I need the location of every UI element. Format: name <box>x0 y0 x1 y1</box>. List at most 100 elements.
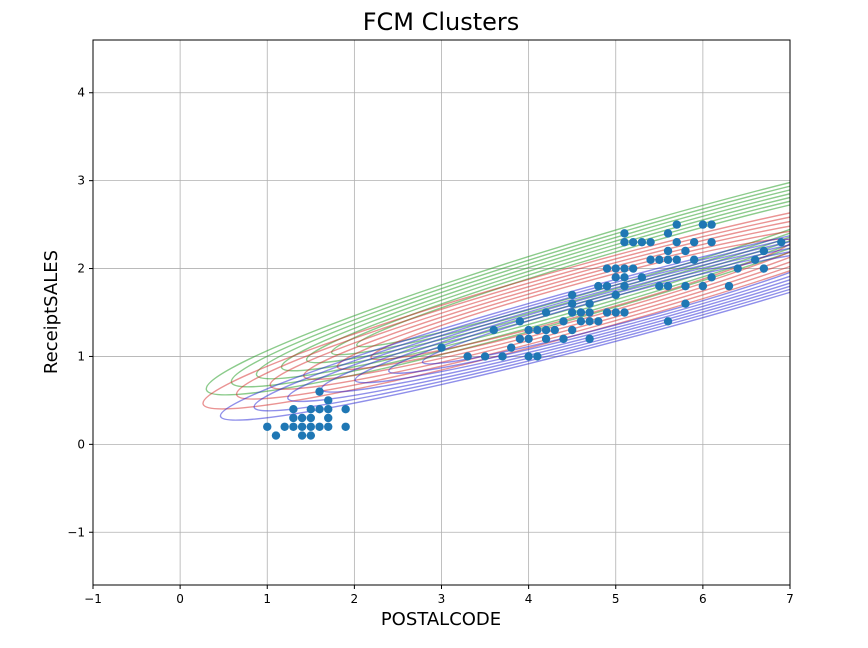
x-tick-label: 0 <box>176 592 184 606</box>
data-point <box>611 264 620 273</box>
data-point <box>663 255 673 264</box>
data-point <box>663 317 673 326</box>
cluster-contour <box>305 173 790 364</box>
data-point <box>515 317 525 326</box>
data-point <box>489 325 498 335</box>
data-point <box>646 237 655 247</box>
x-axis-label: POSTALCODE <box>381 609 501 630</box>
data-point <box>646 255 655 264</box>
data-point <box>533 325 542 335</box>
y-axis-label: ReceiptSALES <box>41 250 62 374</box>
data-point <box>681 246 690 256</box>
data-point <box>576 317 586 326</box>
data-point <box>689 255 699 264</box>
data-point <box>585 299 594 308</box>
data-point <box>620 229 629 238</box>
data-point <box>602 281 612 291</box>
data-point <box>663 229 673 238</box>
data-point <box>306 413 316 423</box>
data-point <box>620 281 629 291</box>
data-point <box>271 431 281 440</box>
data-point <box>541 325 551 335</box>
data-point <box>524 352 533 361</box>
data-point <box>698 220 708 229</box>
data-point <box>733 264 742 273</box>
x-tick-label: 4 <box>525 592 533 606</box>
data-point <box>524 334 533 344</box>
data-point <box>498 352 507 361</box>
data-points <box>263 220 786 440</box>
data-point <box>663 246 673 256</box>
data-point <box>637 237 647 247</box>
data-point <box>602 264 612 273</box>
data-point <box>663 281 673 291</box>
data-point <box>707 237 716 247</box>
data-point <box>341 422 350 431</box>
data-point <box>707 273 716 282</box>
data-point <box>324 413 333 423</box>
data-point <box>759 246 769 256</box>
data-point <box>324 396 333 405</box>
cluster-contour <box>388 242 790 374</box>
data-point <box>297 422 307 431</box>
y-tick-label: 3 <box>77 174 85 188</box>
data-point <box>689 237 699 247</box>
data-point <box>297 413 307 423</box>
data-point <box>567 325 577 335</box>
data-point <box>620 264 629 273</box>
data-point <box>724 281 734 291</box>
data-point <box>341 404 350 414</box>
data-point <box>289 404 298 414</box>
x-tick-label: 1 <box>263 592 271 606</box>
data-point <box>585 308 594 317</box>
cluster-contour <box>205 141 790 396</box>
data-point <box>280 422 289 431</box>
data-point <box>620 273 629 282</box>
x-tick-label: −1 <box>84 592 102 606</box>
data-point <box>507 343 516 352</box>
data-point <box>602 308 612 317</box>
y-tick-label: 4 <box>77 86 85 100</box>
data-point <box>315 422 324 431</box>
data-point <box>306 404 316 414</box>
data-point <box>594 317 603 326</box>
cluster-contour <box>354 232 790 384</box>
data-point <box>681 281 690 291</box>
cluster-contour <box>235 198 790 400</box>
data-point <box>611 308 620 317</box>
data-point <box>263 422 272 431</box>
data-point <box>567 290 577 300</box>
data-point <box>297 431 307 440</box>
data-point <box>655 281 664 291</box>
data-point <box>620 308 629 317</box>
y-tick-label: 0 <box>77 437 85 451</box>
chart-title: FCM Clusters <box>363 8 520 36</box>
y-tick-label: 1 <box>77 349 85 363</box>
data-point <box>707 220 716 229</box>
data-point <box>567 299 577 308</box>
data-point <box>463 352 472 361</box>
data-point <box>637 273 647 282</box>
data-point <box>759 264 769 273</box>
data-point <box>681 299 690 308</box>
data-point <box>611 290 620 300</box>
cluster-contour <box>421 251 790 365</box>
data-point <box>533 352 542 361</box>
data-point <box>559 317 568 326</box>
y-axis-ticks: −1 0 1 2 3 4 <box>67 86 93 539</box>
x-tick-label: 3 <box>438 592 446 606</box>
data-point <box>550 325 559 335</box>
data-point <box>672 237 681 247</box>
data-point <box>480 352 490 361</box>
cluster-contour <box>287 214 790 403</box>
data-point <box>594 281 603 291</box>
data-point <box>289 422 298 431</box>
data-point <box>559 334 568 344</box>
x-tick-label: 5 <box>612 592 620 606</box>
cluster-contour <box>255 157 790 380</box>
data-point <box>585 317 594 326</box>
y-tick-label: −1 <box>67 525 85 539</box>
data-point <box>628 237 638 247</box>
cluster-contour <box>253 204 790 412</box>
data-point <box>315 404 324 414</box>
